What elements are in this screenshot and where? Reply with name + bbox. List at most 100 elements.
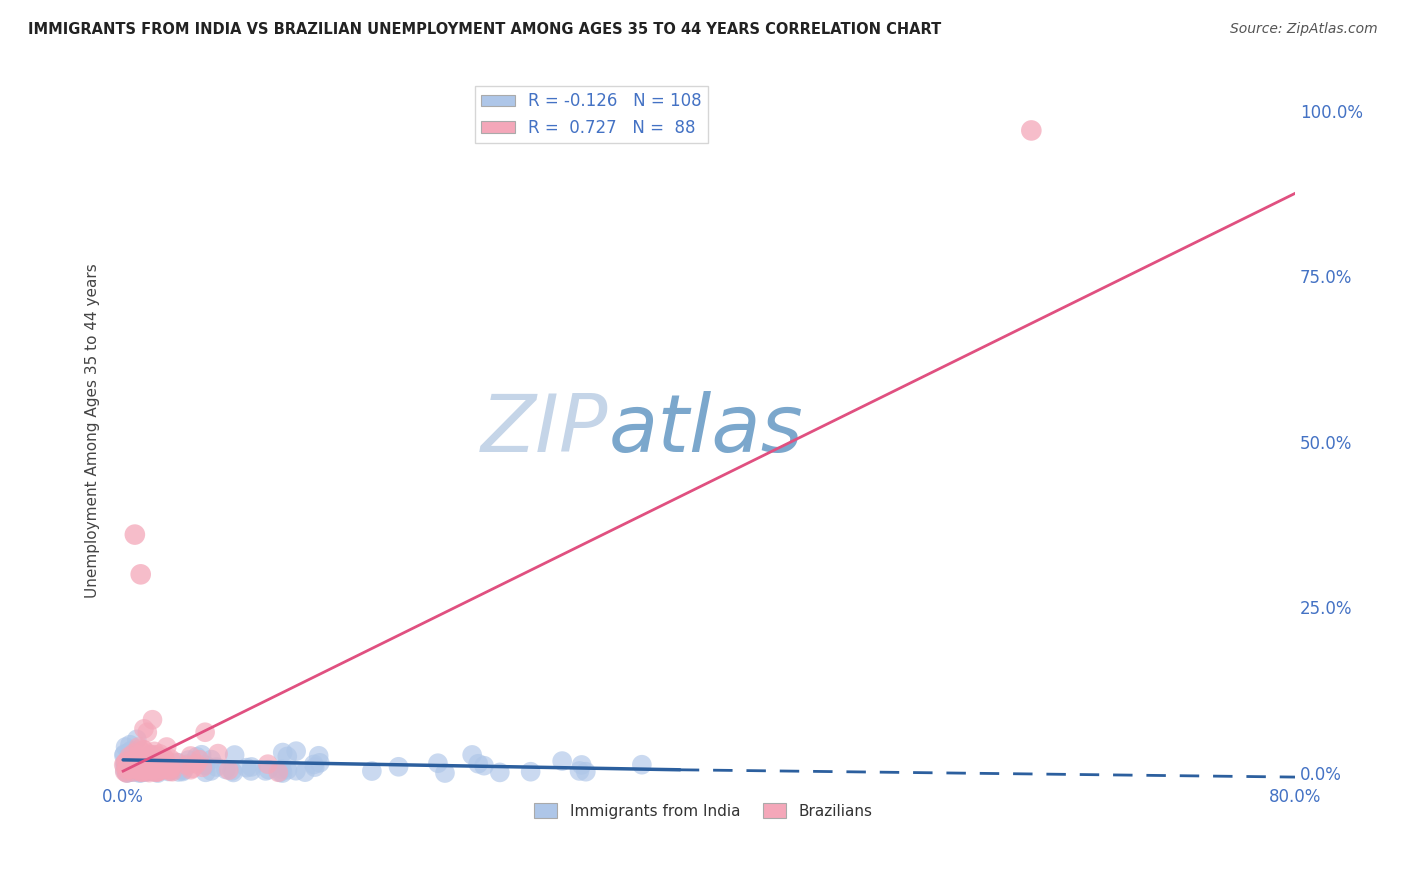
Point <box>360 764 382 778</box>
Point <box>172 764 194 779</box>
Point <box>127 764 149 779</box>
Point <box>235 761 257 775</box>
Point <box>177 753 200 767</box>
Text: Source: ZipAtlas.com: Source: ZipAtlas.com <box>1230 22 1378 37</box>
Point <box>131 761 153 775</box>
Point <box>136 764 159 778</box>
Point <box>186 756 208 771</box>
Point <box>271 746 294 760</box>
Point <box>149 747 172 761</box>
Point <box>139 747 162 762</box>
Point <box>155 755 177 769</box>
Point <box>155 758 177 772</box>
Point <box>136 764 159 779</box>
Point <box>571 758 593 772</box>
Point <box>122 764 145 779</box>
Point <box>118 753 141 767</box>
Point <box>222 765 245 780</box>
Point <box>118 745 141 759</box>
Point <box>152 761 174 775</box>
Point <box>200 764 222 778</box>
Point <box>128 764 150 778</box>
Point <box>308 748 330 763</box>
Point <box>159 762 181 776</box>
Point <box>200 753 222 767</box>
Point <box>132 743 155 757</box>
Point <box>134 759 156 773</box>
Point <box>146 762 169 776</box>
Text: atlas: atlas <box>609 392 803 469</box>
Point <box>146 765 169 780</box>
Point <box>153 752 176 766</box>
Point <box>124 759 146 773</box>
Point <box>125 762 148 776</box>
Point <box>294 765 316 780</box>
Point <box>125 759 148 773</box>
Point <box>631 757 654 772</box>
Point <box>115 754 138 768</box>
Point <box>142 757 165 772</box>
Point <box>269 765 291 780</box>
Point <box>143 744 166 758</box>
Point <box>118 757 141 772</box>
Point <box>276 749 298 764</box>
Point <box>114 739 136 754</box>
Point <box>240 760 263 774</box>
Point <box>117 760 139 774</box>
Point <box>159 762 181 776</box>
Point <box>186 749 208 764</box>
Point <box>141 763 163 777</box>
Point <box>194 725 217 739</box>
Point <box>467 756 489 771</box>
Point <box>169 763 191 777</box>
Point <box>138 757 160 772</box>
Point <box>146 753 169 767</box>
Point <box>221 764 243 778</box>
Point <box>122 764 145 779</box>
Point <box>160 762 183 776</box>
Point <box>132 753 155 767</box>
Point <box>132 764 155 779</box>
Point <box>148 749 170 764</box>
Point <box>304 760 326 774</box>
Point <box>145 765 167 780</box>
Point <box>145 758 167 772</box>
Point <box>115 763 138 777</box>
Point <box>284 764 307 778</box>
Point <box>152 754 174 768</box>
Point <box>114 758 136 772</box>
Point <box>136 725 159 739</box>
Point <box>128 766 150 780</box>
Point <box>138 763 160 777</box>
Point <box>121 754 143 768</box>
Point <box>142 757 165 772</box>
Point <box>120 752 142 766</box>
Point <box>461 747 484 762</box>
Point <box>117 761 139 775</box>
Point <box>128 762 150 776</box>
Point <box>139 762 162 776</box>
Point <box>117 760 139 774</box>
Point <box>145 747 167 762</box>
Point <box>177 757 200 772</box>
Point <box>1021 123 1043 137</box>
Point <box>115 765 138 780</box>
Point <box>426 756 449 771</box>
Point <box>190 747 212 762</box>
Point <box>194 765 217 780</box>
Point <box>148 764 170 779</box>
Point <box>180 749 202 764</box>
Point <box>128 739 150 754</box>
Point <box>120 763 142 777</box>
Point <box>146 763 169 777</box>
Point <box>257 763 280 777</box>
Point <box>120 762 142 776</box>
Point <box>122 746 145 760</box>
Point <box>118 749 141 764</box>
Point <box>157 764 180 779</box>
Point <box>125 732 148 747</box>
Point <box>159 764 181 779</box>
Point <box>141 713 163 727</box>
Point <box>120 756 142 770</box>
Point <box>132 752 155 766</box>
